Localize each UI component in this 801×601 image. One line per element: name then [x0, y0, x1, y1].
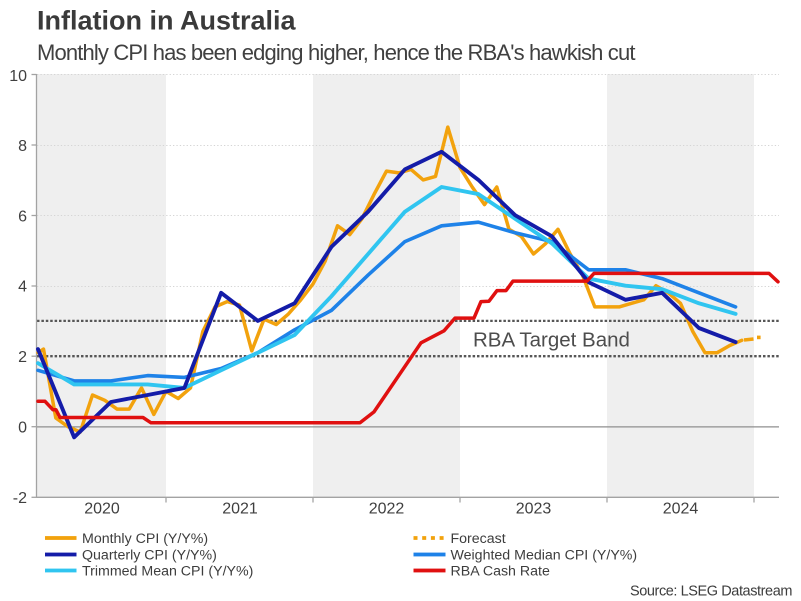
svg-text:Monthly CPI (Y/Y%): Monthly CPI (Y/Y%) — [82, 531, 208, 547]
svg-text:Monthly CPI has been edging hi: Monthly CPI has been edging higher, henc… — [37, 40, 635, 65]
svg-text:RBA Target Band: RBA Target Band — [473, 329, 630, 352]
svg-text:Quarterly CPI (Y/Y%): Quarterly CPI (Y/Y%) — [82, 548, 217, 564]
svg-text:Inflation in Australia: Inflation in Australia — [37, 6, 297, 36]
svg-text:2: 2 — [18, 349, 27, 366]
svg-text:8: 8 — [18, 138, 27, 155]
svg-text:Source: LSEG Datastream: Source: LSEG Datastream — [630, 584, 792, 600]
svg-text:2024: 2024 — [663, 501, 699, 518]
svg-text:4: 4 — [18, 279, 27, 296]
svg-text:2020: 2020 — [84, 501, 120, 518]
svg-text:-2: -2 — [13, 490, 27, 507]
svg-text:10: 10 — [9, 68, 27, 85]
svg-text:Forecast: Forecast — [451, 531, 506, 547]
svg-text:2021: 2021 — [222, 501, 258, 518]
svg-text:2023: 2023 — [516, 501, 552, 518]
svg-text:Trimmed Mean CPI (Y/Y%): Trimmed Mean CPI (Y/Y%) — [82, 564, 253, 580]
svg-text:Weighted Median CPI (Y/Y%): Weighted Median CPI (Y/Y%) — [451, 548, 638, 564]
svg-text:6: 6 — [18, 209, 27, 226]
svg-text:RBA Cash Rate: RBA Cash Rate — [451, 564, 550, 580]
svg-text:0: 0 — [18, 419, 27, 436]
svg-text:2022: 2022 — [369, 501, 405, 518]
